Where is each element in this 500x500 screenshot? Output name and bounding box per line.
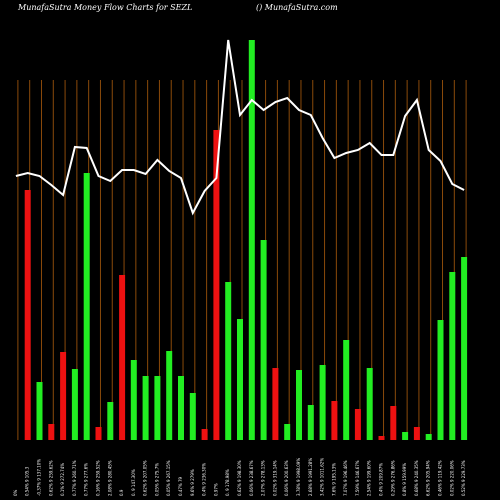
money-flow-bar <box>413 427 420 440</box>
money-flow-bar <box>48 424 55 440</box>
money-flow-bar <box>248 40 255 440</box>
x-tick-label: 2.54% 9 199.60% <box>367 460 372 496</box>
x-tick-label: 0.05% 9 275.7% <box>154 463 159 496</box>
money-flow-bar <box>449 272 456 440</box>
money-flow-bar <box>95 427 102 440</box>
money-flow-bar <box>343 340 350 440</box>
money-flow-bar <box>366 368 373 440</box>
x-tick-label: 0.06% 9 200.63% <box>284 460 289 496</box>
x-tick-label: 7.59% 9 146.67% <box>355 460 360 496</box>
x-tick-label: 0.62% 9 198.30% <box>237 460 242 496</box>
x-tick-label: 0.62% 9 207.05% <box>143 460 148 496</box>
x-tick-label: 0.77% 9 260.71% <box>72 460 77 496</box>
money-flow-bar <box>71 369 78 440</box>
x-tick-label: 0.02% 9 319.14% <box>272 460 277 496</box>
x-tick-label: 0. 9 178.98% <box>225 469 230 496</box>
x-tick-label: 0.52% 9 229.73% <box>461 460 466 496</box>
x-tick-label: 7.6% 9 195.13% <box>331 463 336 496</box>
x-tick-label: 0.62% 9 259.62% <box>48 460 53 496</box>
money-flow-bar <box>425 434 432 440</box>
x-tick-label: 2.07% 9 278.13% <box>261 460 266 496</box>
money-flow-bar <box>237 319 243 440</box>
money-flow-bar <box>142 376 149 440</box>
money-flow-bar <box>390 406 397 440</box>
money-flow-bar <box>213 130 220 440</box>
x-tick-label: 6.62% 9 205.94% <box>426 460 431 496</box>
money-flow-bar <box>60 352 67 440</box>
money-flow-bar <box>402 432 409 440</box>
money-flow-bar <box>354 409 361 440</box>
x-tick-label: 9.6% 9 279% <box>190 469 195 496</box>
x-tick-label: 0.4% 9 209.87% <box>379 463 384 496</box>
money-flow-bar <box>36 382 43 440</box>
money-flow-bar <box>189 393 196 440</box>
chart-title-right: () MunafaSutra.com <box>256 3 338 12</box>
x-tick-label: 0.68% 9 240.35% <box>414 460 419 496</box>
money-flow-bar <box>83 173 90 440</box>
x-tick-labels: 0% 0.54% 9 105.3 -0.37% 9 137.10% 0.62% 9 2… <box>13 458 466 496</box>
money-flow-bar <box>260 240 267 440</box>
x-tick-label: 0.8% 9 159.99% <box>402 463 407 496</box>
chart-title-left: MunafaSutra Money Flow Charts for SEZL <box>18 3 193 12</box>
money-flow-bar <box>437 320 444 440</box>
price-line <box>15 39 465 216</box>
x-tick-label: 0.4% 9 236.30% <box>202 463 207 496</box>
money-flow-bar <box>24 190 31 440</box>
x-tick-label: 7.07% 9 196.46% <box>343 460 348 496</box>
x-tick-label: 0.02% 9 220.06% <box>449 460 454 496</box>
x-tick-label: 0.16% 9 259.52% <box>96 460 101 496</box>
money-flow-bar <box>119 275 126 440</box>
x-tick-label: 0. 9 147.30% <box>131 469 136 496</box>
x-tick-label: 0.46% 9 119.42% <box>438 460 443 496</box>
x-tick-label: 2.08% 9 280.45% <box>107 460 112 496</box>
x-tick-label: 0.9 <box>119 489 124 496</box>
x-tick-label: 3.42% 9 1011.62% <box>320 458 325 496</box>
x-tick-label: 0.06% 9 238.67% <box>249 460 254 496</box>
money-flow-bar <box>378 436 385 440</box>
money-flow-bar <box>284 424 291 440</box>
money-flow-bar <box>307 405 314 440</box>
x-tick-label: 2.68% 9 1991.28% <box>308 458 313 496</box>
x-tick-label: 0.05% 9 267.15% <box>166 460 171 496</box>
money-flow-bar <box>154 376 161 440</box>
x-tick-label: 0.97% <box>213 483 218 496</box>
x-tick-label: 0.47% 79 <box>178 476 183 496</box>
money-flow-bar <box>461 257 468 440</box>
money-flow-bars <box>24 40 468 440</box>
money-flow-bar <box>201 429 208 440</box>
money-flow-bar <box>272 368 279 440</box>
x-tick-label: 3.78% 9 1998.09% <box>296 458 301 496</box>
money-flow-bar <box>225 282 232 440</box>
x-tick-label: 0.29% 9 276.86% <box>390 460 395 496</box>
x-tick-label: 0.54% 9 105.3 <box>25 466 30 496</box>
money-flow-bar <box>319 365 326 440</box>
x-tick-label: 0.1% 9 272.74% <box>60 463 65 496</box>
x-tick-label: -0.37% 9 137.10% <box>37 459 42 496</box>
money-flow-bar <box>296 370 302 440</box>
money-flow-bar <box>178 376 184 440</box>
money-flow-bar <box>331 401 338 440</box>
x-tick-label: 0.77% 9 277.6% <box>84 463 89 496</box>
money-flow-bar <box>166 351 173 440</box>
money-flow-bar <box>107 402 114 440</box>
price-line-layer <box>15 39 465 216</box>
money-flow-bar <box>130 360 137 440</box>
x-tick-label: 0% <box>13 489 18 496</box>
